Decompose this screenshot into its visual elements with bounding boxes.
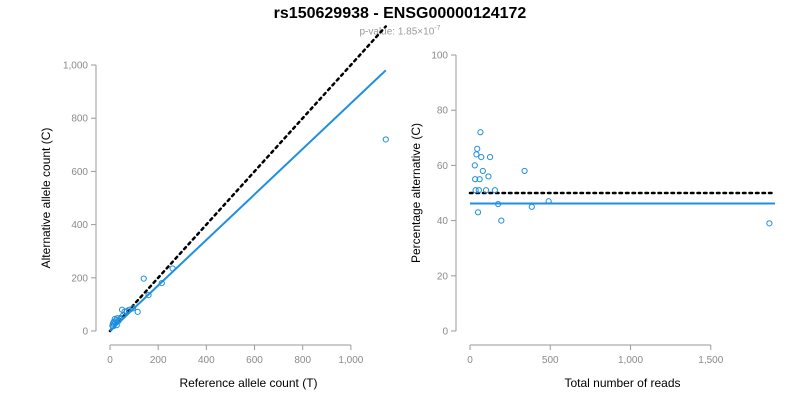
left-x-tick-label: 400 [198,355,215,366]
left-y-tick-label: 200 [71,273,88,284]
left-data-point [140,275,147,282]
left-data-point [129,305,136,312]
right-data-point [471,162,478,169]
percentage-alternative-scatter-plot: 0 500 1,000 1,500 Total number of reads 0 20 40… [409,51,777,390]
left-data-point [382,136,389,143]
right-data-point [476,176,483,183]
right-data-point [521,167,528,175]
right-x-tick-label: 500 [542,355,559,366]
right-x-axis-title: Total number of reads [564,376,680,390]
right-x-tick-label: 1,500 [698,355,723,366]
left-reference-line [108,25,388,333]
left-x-tick-label: 1,000 [338,355,363,366]
right-data-point [477,129,484,136]
right-data-point [474,209,482,216]
left-y-axis-title: Alternative allele count (C) [39,128,53,269]
right-y-tick-label: 0 [442,327,448,338]
right-data-point [498,217,505,224]
left-x-tick-label: 800 [294,355,311,366]
left-data-point [126,306,133,313]
p-value-exponent: -7 [434,25,441,32]
left-x-axis-title: Reference allele count (T) [179,376,317,390]
left-data-point [145,291,152,299]
right-data-point [478,154,485,161]
right-data-point [491,187,498,194]
right-y-tick-label: 20 [437,271,449,282]
right-data-point [528,203,535,210]
right-data-point [473,151,480,158]
right-y-tick-label: 100 [431,51,448,62]
left-data-point [134,308,141,315]
right-y-tick-label: 80 [437,106,449,117]
left-data-point [120,311,127,319]
chart-title: rs150629938 - ENSG00000124172 [273,5,527,22]
right-data-point [485,173,492,180]
right-y-tick-label: 40 [437,216,449,227]
right-data-point [475,187,482,194]
left-data-point [116,315,123,323]
right-x-tick-label: 1,000 [618,355,643,366]
left-y-tick-label: 800 [71,114,88,125]
p-value-label: p-value: 1.85×10 [359,26,435,38]
left-data-point [158,280,165,287]
chart-subtitle: p-value: 1.85×10-7 [0,25,800,37]
right-y-axis-title: Percentage alternative (C) [409,123,423,263]
right-data-point [766,220,773,227]
right-data-point [479,167,486,175]
left-y-tick-label: 0 [82,327,88,338]
right-data-point [545,198,552,205]
allele-count-scatter-plot: 0 200 400 600 800 1,000 Reference allele count… [39,25,389,390]
left-y-tick-label: 600 [71,167,88,178]
left-x-tick-label: 200 [150,355,167,366]
right-data-point [472,187,479,194]
right-y-tick-label: 60 [437,161,449,172]
right-x-tick-label: 0 [467,355,473,366]
left-y-tick-label: 1,000 [63,61,88,72]
right-data-point [472,176,479,183]
left-fit-line [109,69,387,332]
left-y-tick-label: 400 [71,220,88,231]
right-data-point [482,187,490,194]
right-data-point [486,154,494,161]
left-data-point [169,265,176,272]
left-x-tick-label: 0 [107,355,113,366]
right-data-point [494,200,502,208]
right-data-point [474,145,481,152]
left-x-tick-label: 600 [246,355,263,366]
